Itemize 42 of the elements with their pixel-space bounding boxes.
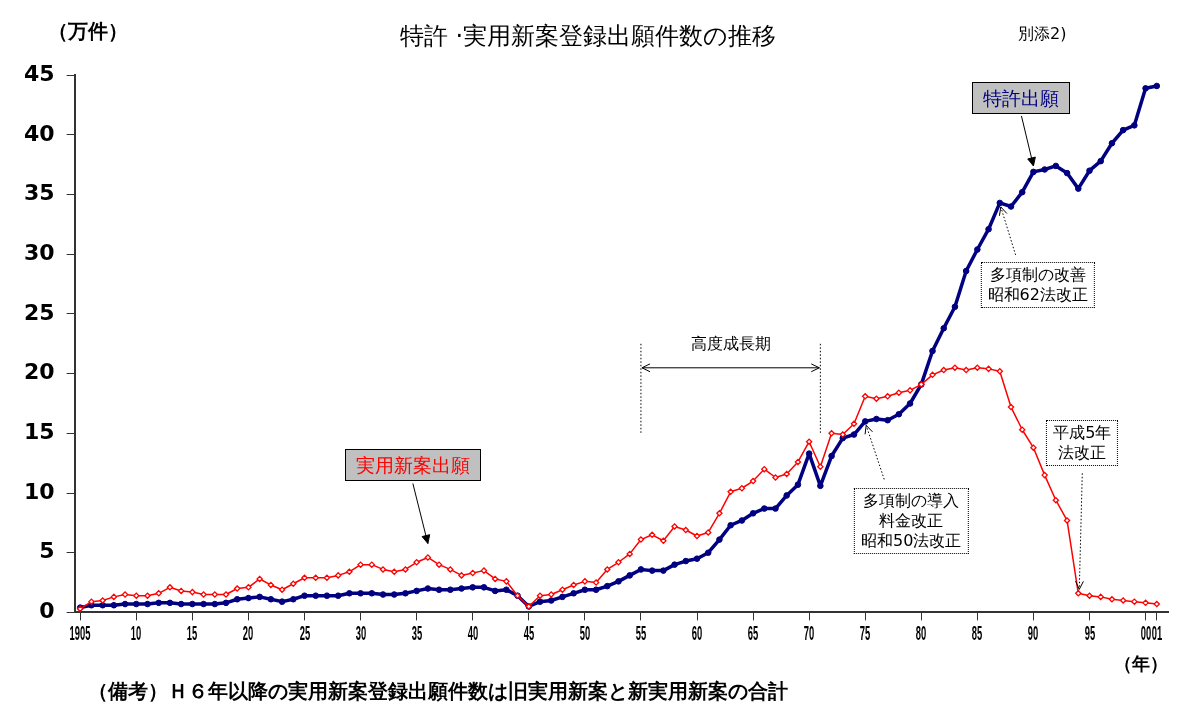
y-tick-label: 35 xyxy=(23,180,55,206)
x-tick-label: 60 xyxy=(691,622,703,645)
x-tick-label: 35 xyxy=(411,622,422,645)
x-tick-label: 70 xyxy=(803,622,815,645)
text: 別添2) xyxy=(1018,24,1067,45)
y-tick-label: 15 xyxy=(23,419,55,445)
x-tick-label: 55 xyxy=(635,622,647,645)
x-tick-label: 1905 xyxy=(69,622,91,645)
x-tick-label: 40 xyxy=(467,622,478,645)
x-tick-label: 15 xyxy=(187,622,198,645)
x-tick-label: 90 xyxy=(1028,622,1039,645)
x-axis-title: （年） xyxy=(1114,652,1168,674)
y-tick-label: 45 xyxy=(23,60,55,86)
x-tick-label: 75 xyxy=(859,622,871,645)
x-tick-label: 65 xyxy=(747,622,759,645)
x-tick-label: 85 xyxy=(972,622,983,645)
y-tick-label: 10 xyxy=(23,478,55,504)
x-tick-label: 01 xyxy=(1151,622,1163,645)
x-tick-label: 20 xyxy=(243,622,254,645)
y-axis-title: （万件） xyxy=(48,18,128,45)
annotation: 高度成長期 xyxy=(689,333,772,355)
x-tick-label: 80 xyxy=(916,622,927,645)
x-tick-label: 45 xyxy=(523,622,535,645)
annotation: 多項制の改善昭和62法改正 xyxy=(987,264,1088,305)
x-tick-label: 25 xyxy=(299,622,310,645)
x-tick-label: 00 xyxy=(1140,622,1151,645)
annotation: 平成5年法改正 xyxy=(1053,423,1112,464)
chart-title: 特許 ·実用新案登録出願件数の推移 xyxy=(399,22,777,50)
y-tick-label: 0 xyxy=(39,598,55,624)
y-tick-label: 25 xyxy=(23,299,55,325)
x-tick-label: 30 xyxy=(355,622,366,645)
x-tick-label: 10 xyxy=(131,622,142,645)
y-tick-label: 40 xyxy=(23,120,55,146)
x-tick-label: 50 xyxy=(579,622,591,645)
text: （備考）Ｈ６年以降の実用新案登録出願件数は旧実用新案と新実用新案の合計 xyxy=(88,678,788,705)
x-tick-label: 95 xyxy=(1084,622,1095,645)
text: 特許出願 xyxy=(972,81,1071,114)
y-tick-label: 20 xyxy=(23,359,55,385)
annotation: 多項制の導入料金改正昭和50法改正 xyxy=(861,491,962,552)
text: 実用新案出願 xyxy=(344,449,481,482)
y-tick-label: 30 xyxy=(23,239,55,265)
y-tick-label: 5 xyxy=(39,538,55,564)
